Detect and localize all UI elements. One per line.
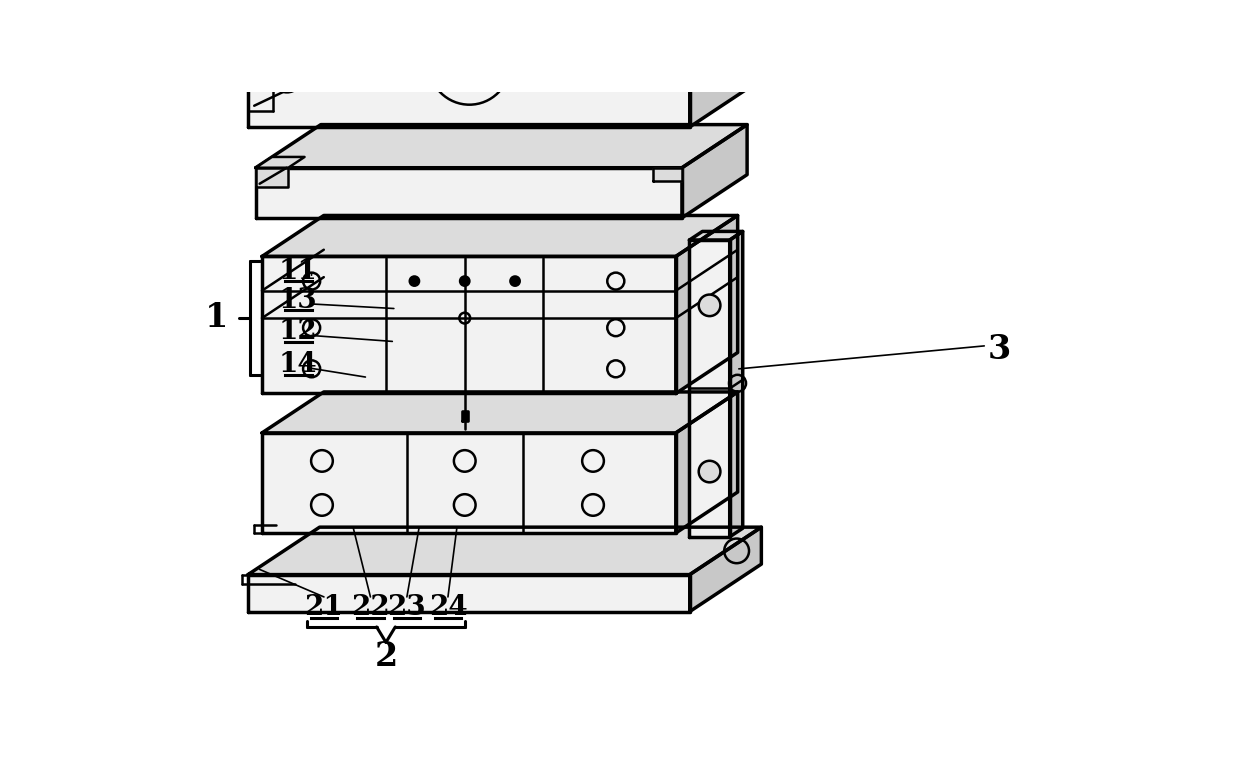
Polygon shape (262, 216, 738, 256)
Polygon shape (248, 575, 689, 611)
Polygon shape (248, 43, 759, 89)
Polygon shape (255, 157, 305, 168)
Polygon shape (689, 527, 761, 611)
Polygon shape (255, 125, 746, 168)
Polygon shape (262, 256, 676, 393)
Text: 22: 22 (351, 594, 389, 621)
Polygon shape (682, 125, 746, 218)
Circle shape (511, 276, 520, 285)
Circle shape (409, 276, 419, 285)
Text: 1: 1 (206, 301, 228, 334)
Polygon shape (248, 527, 761, 575)
Polygon shape (255, 168, 288, 187)
Circle shape (460, 276, 470, 285)
Circle shape (698, 461, 720, 483)
Polygon shape (652, 168, 682, 181)
Circle shape (698, 295, 720, 316)
Text: 11: 11 (279, 258, 317, 285)
Text: 23: 23 (388, 594, 427, 621)
Polygon shape (676, 216, 738, 393)
Polygon shape (262, 433, 676, 533)
Polygon shape (262, 392, 738, 433)
Polygon shape (676, 392, 738, 533)
Text: 14: 14 (279, 351, 317, 378)
Text: 3: 3 (988, 334, 1012, 366)
Polygon shape (729, 232, 743, 537)
Text: 2: 2 (374, 640, 398, 672)
Text: 12: 12 (279, 318, 317, 345)
Polygon shape (689, 43, 759, 127)
Circle shape (444, 39, 495, 90)
Text: 24: 24 (429, 594, 467, 621)
Polygon shape (461, 412, 467, 421)
Polygon shape (689, 240, 729, 537)
Text: 13: 13 (279, 287, 317, 314)
Polygon shape (689, 232, 743, 240)
Polygon shape (248, 89, 689, 127)
Text: 21: 21 (305, 594, 343, 621)
Polygon shape (255, 168, 682, 218)
